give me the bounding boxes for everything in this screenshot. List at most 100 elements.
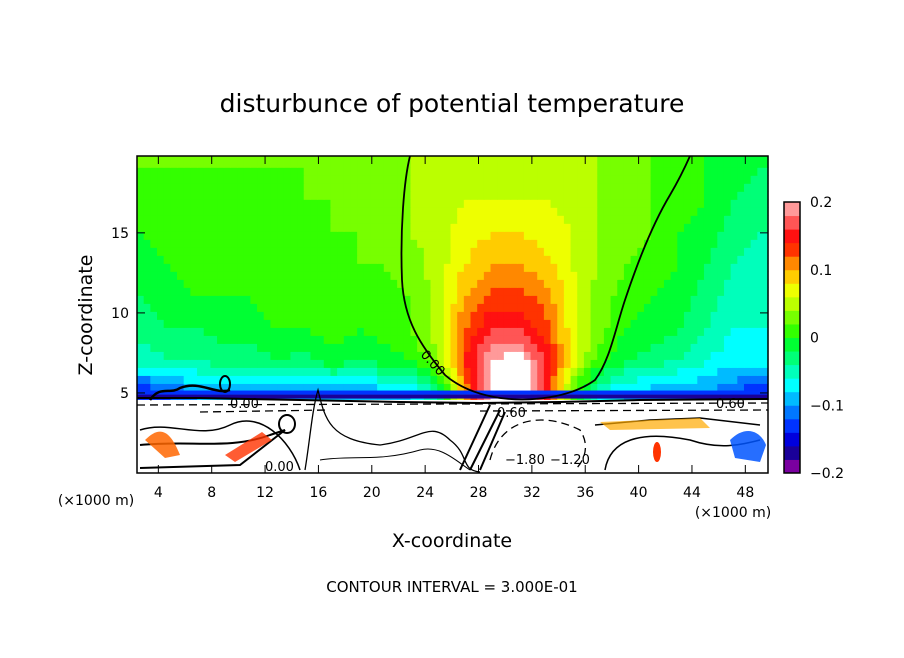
field-cell: [670, 263, 678, 272]
field-cell: [670, 303, 678, 312]
field-cell: [463, 239, 472, 248]
field-cell: [150, 215, 158, 224]
field-cell: [597, 199, 605, 208]
field-cell: [617, 223, 625, 232]
field-cell: [563, 215, 572, 224]
field-cell: [523, 167, 532, 176]
field-cell: [563, 231, 572, 240]
field-cell: [230, 167, 238, 176]
field-cell: [490, 367, 498, 376]
field-cell: [143, 367, 151, 376]
field-cell: [750, 319, 758, 328]
field-cell: [577, 255, 585, 264]
field-cell: [637, 367, 645, 376]
field-cell: [357, 351, 365, 360]
field-cell: [290, 279, 298, 288]
field-cell: [530, 199, 538, 208]
field-cell: [263, 367, 272, 376]
field-cell: [157, 215, 165, 224]
field-cell: [763, 367, 769, 376]
field-cell: [677, 319, 685, 328]
colorbar-swatch: [784, 215, 800, 230]
field-cell: [690, 183, 698, 192]
field-cell: [263, 303, 272, 312]
field-cell: [617, 207, 625, 216]
field-cell: [723, 335, 732, 344]
field-cell: [563, 183, 572, 192]
field-cell: [263, 319, 272, 328]
field-cell: [670, 343, 678, 352]
field-cell: [350, 335, 358, 344]
field-cell: [737, 247, 745, 256]
field-cell: [423, 231, 432, 240]
field-cell: [143, 156, 151, 160]
contour: [278, 414, 296, 434]
contour: [148, 384, 231, 401]
field-cell: [230, 279, 238, 288]
field-cell: [163, 159, 171, 168]
field-cell: [690, 319, 698, 328]
field-cell: [363, 175, 372, 184]
field-cell: [190, 156, 198, 160]
field-cell: [583, 311, 592, 320]
field-cell: [570, 359, 578, 368]
field-cell: [310, 231, 318, 240]
field-cell: [630, 335, 638, 344]
field-cell: [303, 335, 312, 344]
field-cell: [443, 311, 452, 320]
field-cell: [197, 231, 205, 240]
field-cell: [663, 319, 672, 328]
field-cell: [283, 287, 292, 296]
field-cell: [530, 303, 538, 312]
field-cell: [443, 159, 452, 168]
field-cell: [357, 359, 365, 368]
field-cell: [270, 311, 278, 320]
field-cell: [503, 351, 512, 360]
field-cell: [763, 247, 769, 256]
field-cell: [157, 303, 165, 312]
field-cell: [217, 287, 225, 296]
field-cell: [710, 191, 718, 200]
field-cell: [563, 247, 572, 256]
field-cell: [217, 247, 225, 256]
field-cell: [543, 255, 552, 264]
field-cell: [530, 351, 538, 360]
field-cell: [397, 156, 405, 160]
field-cell: [137, 287, 145, 296]
field-cell: [423, 191, 432, 200]
field-cell: [257, 303, 265, 312]
field-cell: [163, 175, 171, 184]
field-cell: [557, 207, 565, 216]
field-cell: [443, 215, 452, 224]
field-cell: [263, 271, 272, 280]
field-cell: [183, 327, 191, 336]
field-cell: [750, 159, 758, 168]
field-cell: [757, 263, 765, 272]
field-cell: [457, 359, 465, 368]
field-cell: [243, 183, 251, 192]
field-cell: [517, 199, 525, 208]
field-cell: [330, 359, 338, 368]
field-cell: [370, 215, 378, 224]
field-cell: [663, 351, 672, 360]
field-cell: [497, 207, 505, 216]
field-cell: [443, 199, 452, 208]
field-cell: [637, 255, 645, 264]
field-cell: [643, 359, 652, 368]
field-cell: [643, 167, 652, 176]
field-cell: [330, 279, 338, 288]
field-cell: [410, 231, 418, 240]
field-cell: [363, 343, 372, 352]
field-cell: [357, 156, 365, 160]
field-cell: [597, 255, 605, 264]
field-cell: [383, 255, 392, 264]
field-cell: [250, 239, 258, 248]
field-cell: [423, 327, 432, 336]
field-cell: [363, 383, 372, 392]
field-cell: [143, 191, 151, 200]
field-cell: [243, 271, 251, 280]
field-cell: [443, 271, 452, 280]
field-cell: [150, 375, 158, 384]
field-cell: [477, 375, 485, 384]
field-cell: [570, 327, 578, 336]
